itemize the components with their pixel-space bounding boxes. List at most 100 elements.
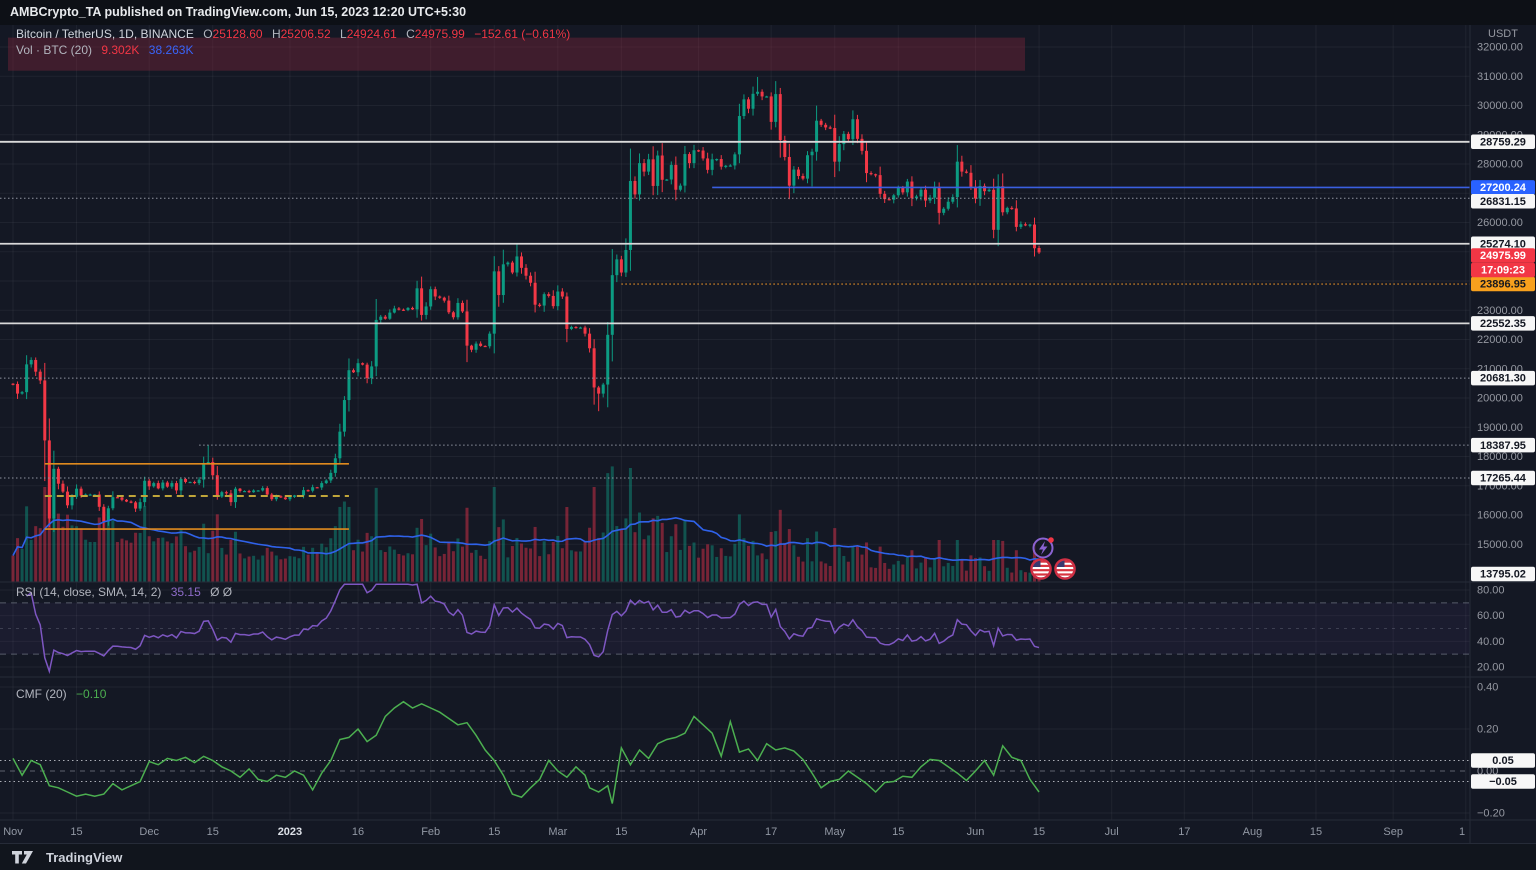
close-label: C (406, 27, 415, 41)
svg-text:22552.35: 22552.35 (1480, 318, 1526, 330)
cmf-value: −0.10 (76, 687, 107, 701)
rsi-value: 35.15 (170, 585, 201, 599)
svg-text:15: 15 (892, 826, 904, 838)
svg-text:0.40: 0.40 (1477, 682, 1498, 694)
grid-lines (0, 25, 1470, 820)
cmf-line (12, 700, 1040, 804)
cmf-level-label: −0.05 (1471, 774, 1535, 789)
rsi-label[interactable]: RSI (14, close, SMA, 14, 2) (16, 585, 162, 599)
svg-text:13795.02: 13795.02 (1480, 569, 1526, 581)
svg-text:−0.05: −0.05 (1489, 776, 1517, 788)
volume-ma-line (12, 516, 1040, 562)
supply-zone[interactable] (8, 37, 1025, 71)
svg-text:31000.00: 31000.00 (1477, 71, 1523, 83)
svg-text:15: 15 (1310, 826, 1322, 838)
chart-event-icons[interactable] (1030, 537, 1076, 580)
publish-header: AMBCrypto_TA published on TradingView.co… (0, 0, 1536, 25)
volume-ma-value: 38.263K (148, 43, 194, 57)
cmf-legend[interactable]: CMF (20) −0.10 (16, 687, 106, 701)
price-level-label: 26831.15 (1471, 193, 1535, 209)
cmf-label[interactable]: CMF (20) (16, 687, 67, 701)
axis-currency-label: USDT (1488, 28, 1518, 40)
svg-text:26831.15: 26831.15 (1480, 196, 1526, 208)
svg-text:23000.00: 23000.00 (1477, 305, 1523, 317)
price-level-label: 25274.10 (1471, 236, 1535, 251)
open-value: 25128.60 (212, 27, 263, 41)
svg-text:16000.00: 16000.00 (1477, 510, 1523, 522)
svg-text:40.00: 40.00 (1477, 636, 1505, 648)
price-level-label: 22552.35 (1471, 316, 1535, 331)
high-value: 25206.52 (280, 27, 331, 41)
svg-text:17: 17 (1178, 826, 1190, 838)
svg-text:30000.00: 30000.00 (1477, 100, 1523, 112)
us-flag-event-icon[interactable] (1054, 558, 1076, 580)
svg-text:Feb: Feb (421, 826, 440, 838)
svg-text:Dec: Dec (139, 826, 159, 838)
svg-text:Aug: Aug (1243, 826, 1263, 838)
high-label: H (271, 27, 281, 41)
countdown-label: 17:09:23 (1471, 262, 1535, 278)
low-value: 24924.61 (346, 27, 397, 41)
svg-text:Jul: Jul (1105, 826, 1119, 838)
lightning-circle-icon[interactable] (1032, 537, 1054, 559)
low-label: L (340, 27, 347, 41)
svg-text:Mar: Mar (548, 826, 567, 838)
price-level-label: 13795.02 (1471, 566, 1535, 582)
price-axis[interactable]: USDT15000.0016000.0017000.0018000.001900… (1471, 28, 1535, 820)
svg-text:17265.44: 17265.44 (1480, 473, 1527, 485)
svg-text:20.00: 20.00 (1477, 662, 1505, 674)
price-level-label: 20681.30 (1471, 370, 1535, 386)
svg-text:17:09:23: 17:09:23 (1481, 265, 1525, 277)
rsi-legend[interactable]: RSI (14, close, SMA, 14, 2) 35.15 Ø Ø (16, 585, 232, 599)
svg-text:15: 15 (1033, 826, 1045, 838)
tradingview-logo-icon[interactable] (12, 850, 38, 865)
svg-text:Sep: Sep (1383, 826, 1403, 838)
volume-label[interactable]: Vol · BTC (20) (16, 43, 93, 57)
last-price-label: 24975.99 (1471, 248, 1535, 263)
open-label: O (203, 27, 213, 41)
volume-legend[interactable]: Vol · BTC (20) 9.302K 38.263K (16, 43, 193, 57)
svg-text:Nov: Nov (3, 826, 23, 838)
svg-text:18000.00: 18000.00 (1477, 451, 1523, 463)
svg-text:20000.00: 20000.00 (1477, 393, 1523, 405)
svg-text:16: 16 (352, 826, 364, 838)
volume-bars (11, 466, 1041, 582)
time-axis[interactable]: Nov 15 Dec 15 2023 16 Feb 15 Mar 15 Apr 17 May 15 Jun 1… (3, 826, 1465, 838)
price-level-label: 27200.24 (1471, 180, 1535, 195)
svg-text:19000.00: 19000.00 (1477, 422, 1523, 434)
svg-text:15: 15 (488, 826, 500, 838)
svg-text:15: 15 (70, 826, 82, 838)
svg-text:−0.20: −0.20 (1477, 808, 1505, 820)
svg-text:15: 15 (615, 826, 627, 838)
candlestick-series (11, 76, 1041, 532)
price-level-label: 28759.29 (1471, 134, 1535, 150)
svg-text:20681.30: 20681.30 (1480, 373, 1526, 385)
svg-text:May: May (824, 826, 845, 838)
svg-text:26000.00: 26000.00 (1477, 217, 1523, 229)
price-level-label: 18387.95 (1471, 437, 1535, 453)
change-value: −152.61 (−0.61%) (474, 27, 571, 41)
svg-text:28759.29: 28759.29 (1480, 136, 1526, 148)
price-levels (0, 140, 1470, 530)
svg-text:2023: 2023 (278, 826, 302, 838)
us-flag-event-icon[interactable] (1030, 558, 1052, 580)
svg-text:27200.24: 27200.24 (1480, 182, 1527, 194)
svg-text:0.20: 0.20 (1477, 724, 1498, 736)
svg-text:24975.99: 24975.99 (1480, 250, 1526, 262)
svg-text:32000.00: 32000.00 (1477, 42, 1523, 54)
svg-text:25274.10: 25274.10 (1480, 238, 1526, 250)
volume-value: 9.302K (101, 43, 140, 57)
symbol-title[interactable]: Bitcoin / TetherUS, 1D, BINANCE (16, 27, 194, 41)
tradingview-wordmark[interactable]: TradingView (46, 849, 123, 865)
cmf-level-label: 0.05 (1471, 753, 1535, 768)
svg-text:80.00: 80.00 (1477, 585, 1505, 597)
svg-text:Apr: Apr (690, 826, 707, 838)
svg-text:60.00: 60.00 (1477, 610, 1505, 622)
svg-text:22000.00: 22000.00 (1477, 334, 1523, 346)
svg-text:15000.00: 15000.00 (1477, 539, 1523, 551)
symbol-legend[interactable]: Bitcoin / TetherUS, 1D, BINANCE O25128.6… (16, 27, 570, 41)
rsi-line (26, 583, 1040, 675)
price-level-label: 17265.44 (1471, 470, 1535, 486)
